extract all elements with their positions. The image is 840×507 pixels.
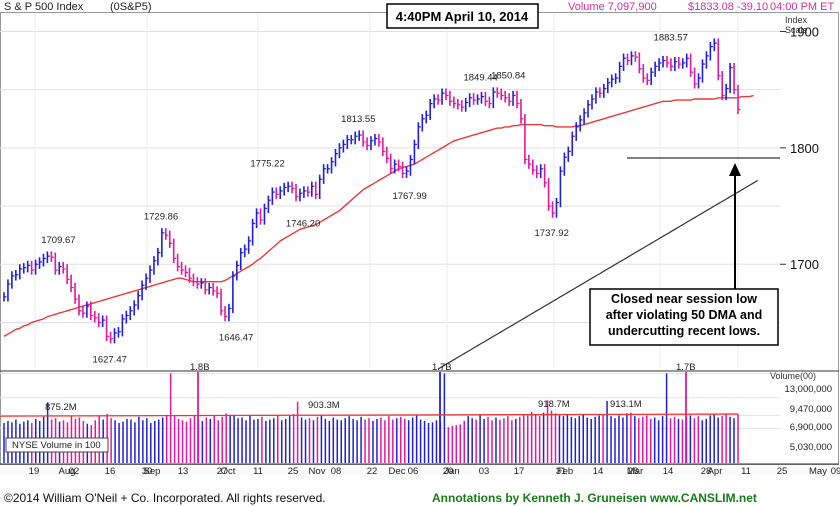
date-tick-label: Nov	[309, 466, 326, 477]
price-bars	[3, 38, 741, 344]
vol-tick-1: 13,000,000	[784, 384, 832, 395]
date-tick-label: Aug	[59, 466, 76, 477]
date-tick-label: 11	[253, 466, 263, 477]
ma200-line	[437, 179, 759, 370]
price-axis-ticks: 1700 1800 1900	[780, 24, 819, 272]
date-tick-label: Apr	[708, 466, 723, 477]
price-label: 1709.67	[41, 235, 75, 246]
date-tick-label: 20	[443, 466, 454, 477]
price-label: 1850.84	[491, 71, 525, 82]
date-tick-label: Dec	[389, 466, 406, 477]
price-tick-label: 1700	[790, 257, 819, 272]
annotation-line-3: undercutting recent lows.	[608, 324, 760, 338]
price-label: 1646.47	[219, 333, 253, 344]
scale-label-1: Index	[785, 15, 808, 25]
ma50-line	[3, 94, 754, 338]
date-tick-label: 30	[142, 466, 153, 477]
ma50-polyline	[3, 94, 754, 338]
volume-label: 1.7B	[676, 362, 696, 373]
price-label: 1627.47	[93, 355, 127, 366]
price-label: 1746.20	[286, 218, 320, 229]
date-tick-label: 19	[29, 466, 40, 477]
chart-frame	[0, 12, 839, 465]
price-label: 1729.86	[144, 211, 178, 222]
date-tick-label: 28	[701, 466, 712, 477]
volume-text: Volume 7,097,900	[568, 1, 657, 13]
price-labels: 1709.67 1627.47 1729.86 1646.47 1775.22 1746.…	[41, 33, 688, 366]
index-symbol: (0S&P5)	[110, 1, 152, 13]
timestamp: 4:40PM April 10, 2014	[396, 9, 529, 24]
date-tick-label: Sep	[144, 466, 161, 477]
date-tick-label: 08	[331, 466, 342, 477]
vol-tick-3: 6,900,000	[790, 422, 832, 433]
volume-average-polyline	[0, 413, 739, 417]
credits: Annotations by Kenneth J. Gruneisen www.…	[432, 491, 757, 505]
ma200-polyline	[437, 179, 759, 370]
date-tick-label: 06	[408, 466, 419, 477]
price-tick-label: 1900	[790, 24, 819, 39]
price-label: 1775.22	[250, 159, 284, 170]
date-tick-label: 11	[741, 466, 751, 477]
annotation-line-1: Closed near session low	[611, 292, 757, 306]
volume-label: 1.7B	[432, 362, 452, 373]
timestamp-box	[386, 3, 539, 29]
date-tick-label: Feb	[557, 466, 573, 477]
date-tick-label: 13	[178, 466, 189, 477]
date-tick-label: 09	[831, 466, 840, 477]
index-name: S & P 500 Index	[4, 1, 84, 13]
date-tick-label: 17	[514, 466, 525, 477]
price-label: 1767.99	[392, 191, 426, 202]
volume-label: 903.3M	[308, 400, 340, 411]
date-tick-label: 27	[217, 466, 228, 477]
price-label: 1813.55	[341, 114, 375, 125]
date-tick-label: Oct	[221, 466, 236, 477]
time-text: 04:00 PM ET	[770, 1, 834, 13]
date-tick-label: 14	[663, 466, 674, 477]
date-tick-label: 31	[556, 466, 567, 477]
date-axis-bg	[0, 465, 839, 475]
vol-tick-4: 5,030,000	[790, 442, 832, 453]
volume-label: 875.2M	[45, 402, 77, 413]
date-tick-label: 14	[593, 466, 604, 477]
date-tick-label: May	[809, 466, 827, 477]
annotation-line-2: after violating 50 DMA and	[606, 308, 763, 322]
copyright: ©2014 William O'Neil + Co. Incorporated.…	[4, 491, 326, 505]
date-tick-label: Mar	[627, 466, 643, 477]
price-tick-label: 1800	[790, 141, 819, 156]
date-tick-label: Jan	[444, 466, 459, 477]
scale-label-2: Scale	[785, 25, 808, 35]
volume-legend: NYSE Volume in 100	[12, 440, 101, 451]
date-tick-label: 25	[288, 466, 299, 477]
date-tick-label: 25	[777, 466, 788, 477]
annotation-box	[589, 288, 779, 346]
date-tick-label: 02	[69, 466, 80, 477]
volume-legend-box	[5, 437, 109, 453]
price-label: 1737.92	[535, 228, 569, 239]
date-tick-label: 16	[105, 466, 116, 477]
date-tick-label: 22	[367, 466, 378, 477]
price-text: $1833.08 -39.10	[688, 1, 768, 13]
date-tick-label: 03	[479, 466, 490, 477]
annotation-arrow-head	[729, 163, 741, 176]
volume-labels: 875.2M 1.8B 903.3M 1.7B 918.7M 913.1M 1.7B	[45, 362, 696, 413]
volume-header: Volume(00)	[770, 371, 816, 381]
volume-label: 1.8B	[190, 362, 210, 373]
price-label: 1883.57	[654, 33, 688, 44]
price-label: 1849.44	[463, 72, 497, 83]
volume-label: 913.1M	[610, 399, 642, 410]
date-tick-label: 28	[628, 466, 639, 477]
vol-tick-2: 9,470,000	[790, 404, 832, 415]
volume-label: 918.7M	[538, 399, 570, 410]
volume-average-line	[0, 413, 739, 417]
